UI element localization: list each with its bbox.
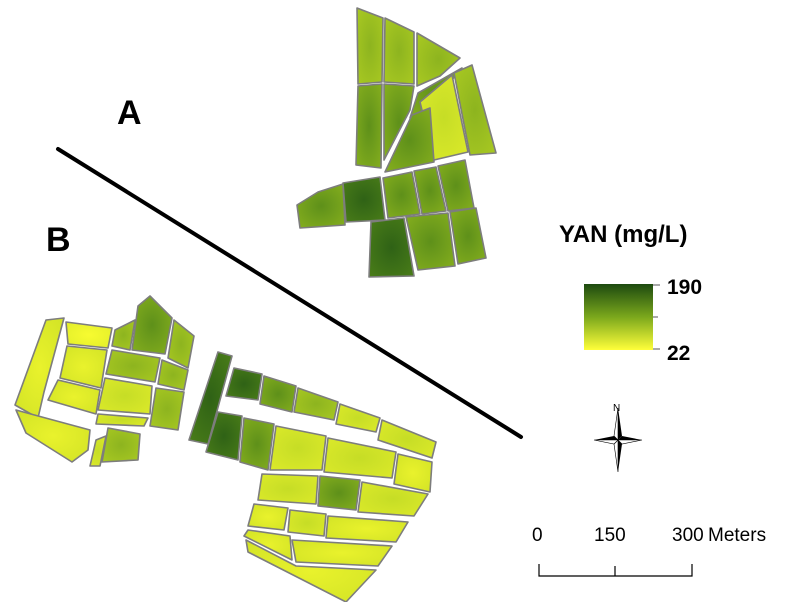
vineyard-block (449, 207, 487, 265)
vineyard-block (89, 435, 107, 467)
vineyard-block (257, 473, 319, 505)
vineyard-block (269, 425, 327, 471)
vineyard-block (95, 413, 149, 427)
vineyard-block (413, 166, 447, 215)
vineyard-block (335, 403, 381, 433)
vineyard-block (59, 345, 108, 389)
vineyard-block (357, 481, 429, 517)
vineyard-block (225, 367, 263, 401)
region-label-b: B (46, 221, 71, 259)
legend-max-label: 190 (667, 276, 702, 299)
vineyard-block (317, 475, 361, 511)
vineyard-block (167, 319, 195, 369)
vineyard-block (65, 321, 113, 349)
region-a-blocks (296, 7, 497, 278)
scale-bar-line (538, 564, 693, 577)
region-b-west-blocks (14, 295, 195, 467)
vineyard-block (296, 183, 346, 229)
vineyard-block (97, 377, 153, 415)
vineyard-block (243, 529, 293, 561)
region-b-east-blocks (188, 351, 437, 602)
vineyard-block (131, 295, 173, 355)
vineyard-block (384, 107, 435, 173)
vineyard-block (239, 417, 275, 471)
vineyard-block (325, 515, 409, 543)
scale-tick-label-0: 0 (532, 525, 543, 546)
vineyard-block (111, 319, 136, 351)
region-label-a: A (117, 94, 142, 132)
legend-title: YAN (mg/L) (559, 221, 687, 248)
vineyard-block (356, 7, 384, 85)
vineyard-block (393, 453, 433, 493)
vineyard-block (383, 17, 415, 85)
vineyard-block (355, 83, 383, 169)
vineyard-block (383, 83, 415, 161)
vineyard-block (101, 427, 141, 463)
vineyard-block (342, 176, 386, 223)
region-divider-line (56, 147, 523, 439)
legend-min-label: 22 (667, 342, 690, 365)
vineyard-block (405, 212, 456, 271)
vineyard-block (149, 387, 185, 431)
vineyard-block (416, 32, 461, 87)
vineyard-block (105, 349, 161, 383)
vineyard-block (15, 409, 91, 463)
vineyard-block (247, 503, 289, 531)
scale-tick-label-150: 150 (594, 525, 626, 546)
vineyard-block (291, 539, 393, 567)
compass-rose-icon (593, 407, 643, 473)
vineyard-block (368, 217, 415, 278)
vineyard-block (47, 379, 101, 415)
north-label: N (613, 403, 620, 414)
vineyard-block (323, 437, 397, 479)
legend: YAN (mg/L) 190 22 (559, 221, 702, 365)
vineyard-block (377, 419, 437, 459)
vineyard-block (382, 171, 421, 219)
vineyard-block (205, 411, 243, 461)
vineyard-block (14, 317, 65, 419)
vineyard-block (245, 539, 377, 602)
vineyard-block (157, 359, 189, 391)
vineyard-block (293, 387, 339, 421)
scale-tick-label-300: 300 (672, 525, 704, 546)
legend-color-ramp (584, 284, 653, 350)
vineyard-block (287, 509, 327, 537)
scale-unit-label: Meters (708, 525, 766, 546)
vineyard-block (259, 375, 297, 413)
vineyard-block (453, 64, 497, 156)
scale-bar: 0 150 300 Meters (532, 525, 766, 577)
